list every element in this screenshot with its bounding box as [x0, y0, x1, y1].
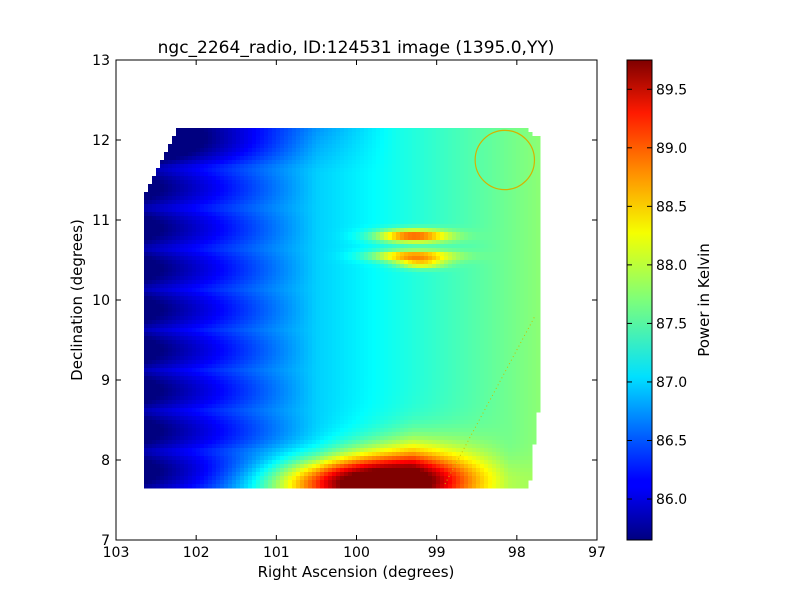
colorbar-tick-label: 88.0 [656, 258, 687, 274]
colorbar-tick-label: 89.0 [656, 141, 687, 157]
heatmap-image [144, 128, 541, 489]
chart-title: ngc_2264_radio, ID:124531 image (1395.0,… [158, 38, 555, 58]
colorbar-tick-label: 87.0 [656, 375, 687, 391]
y-axis-label: Declination (degrees) [68, 219, 86, 381]
colorbar-label: Power in Kelvin [695, 243, 713, 357]
y-tick-label: 9 [101, 373, 110, 389]
x-axis-label: Right Ascension (degrees) [258, 563, 455, 581]
colorbar-tick-label: 87.5 [656, 316, 687, 332]
colorbar-tick-label: 89.5 [656, 82, 687, 98]
y-tick-label: 13 [92, 53, 110, 69]
colorbar [627, 60, 652, 540]
colorbar-tick-label: 86.0 [656, 492, 687, 508]
x-tick-label: 102 [183, 545, 210, 561]
colorbar-tick-label: 86.5 [656, 433, 687, 449]
y-tick-label: 8 [101, 453, 110, 469]
y-tick-label: 7 [101, 533, 110, 549]
y-tick-label: 10 [92, 293, 110, 309]
colorbar-tick-label: 88.5 [656, 199, 687, 215]
y-tick-label: 12 [92, 133, 110, 149]
x-tick-label: 99 [428, 545, 446, 561]
y-tick-label: 11 [92, 213, 110, 229]
x-tick-label: 98 [508, 545, 526, 561]
x-tick-label: 100 [343, 545, 370, 561]
x-tick-label: 97 [588, 545, 606, 561]
x-tick-label: 101 [263, 545, 290, 561]
